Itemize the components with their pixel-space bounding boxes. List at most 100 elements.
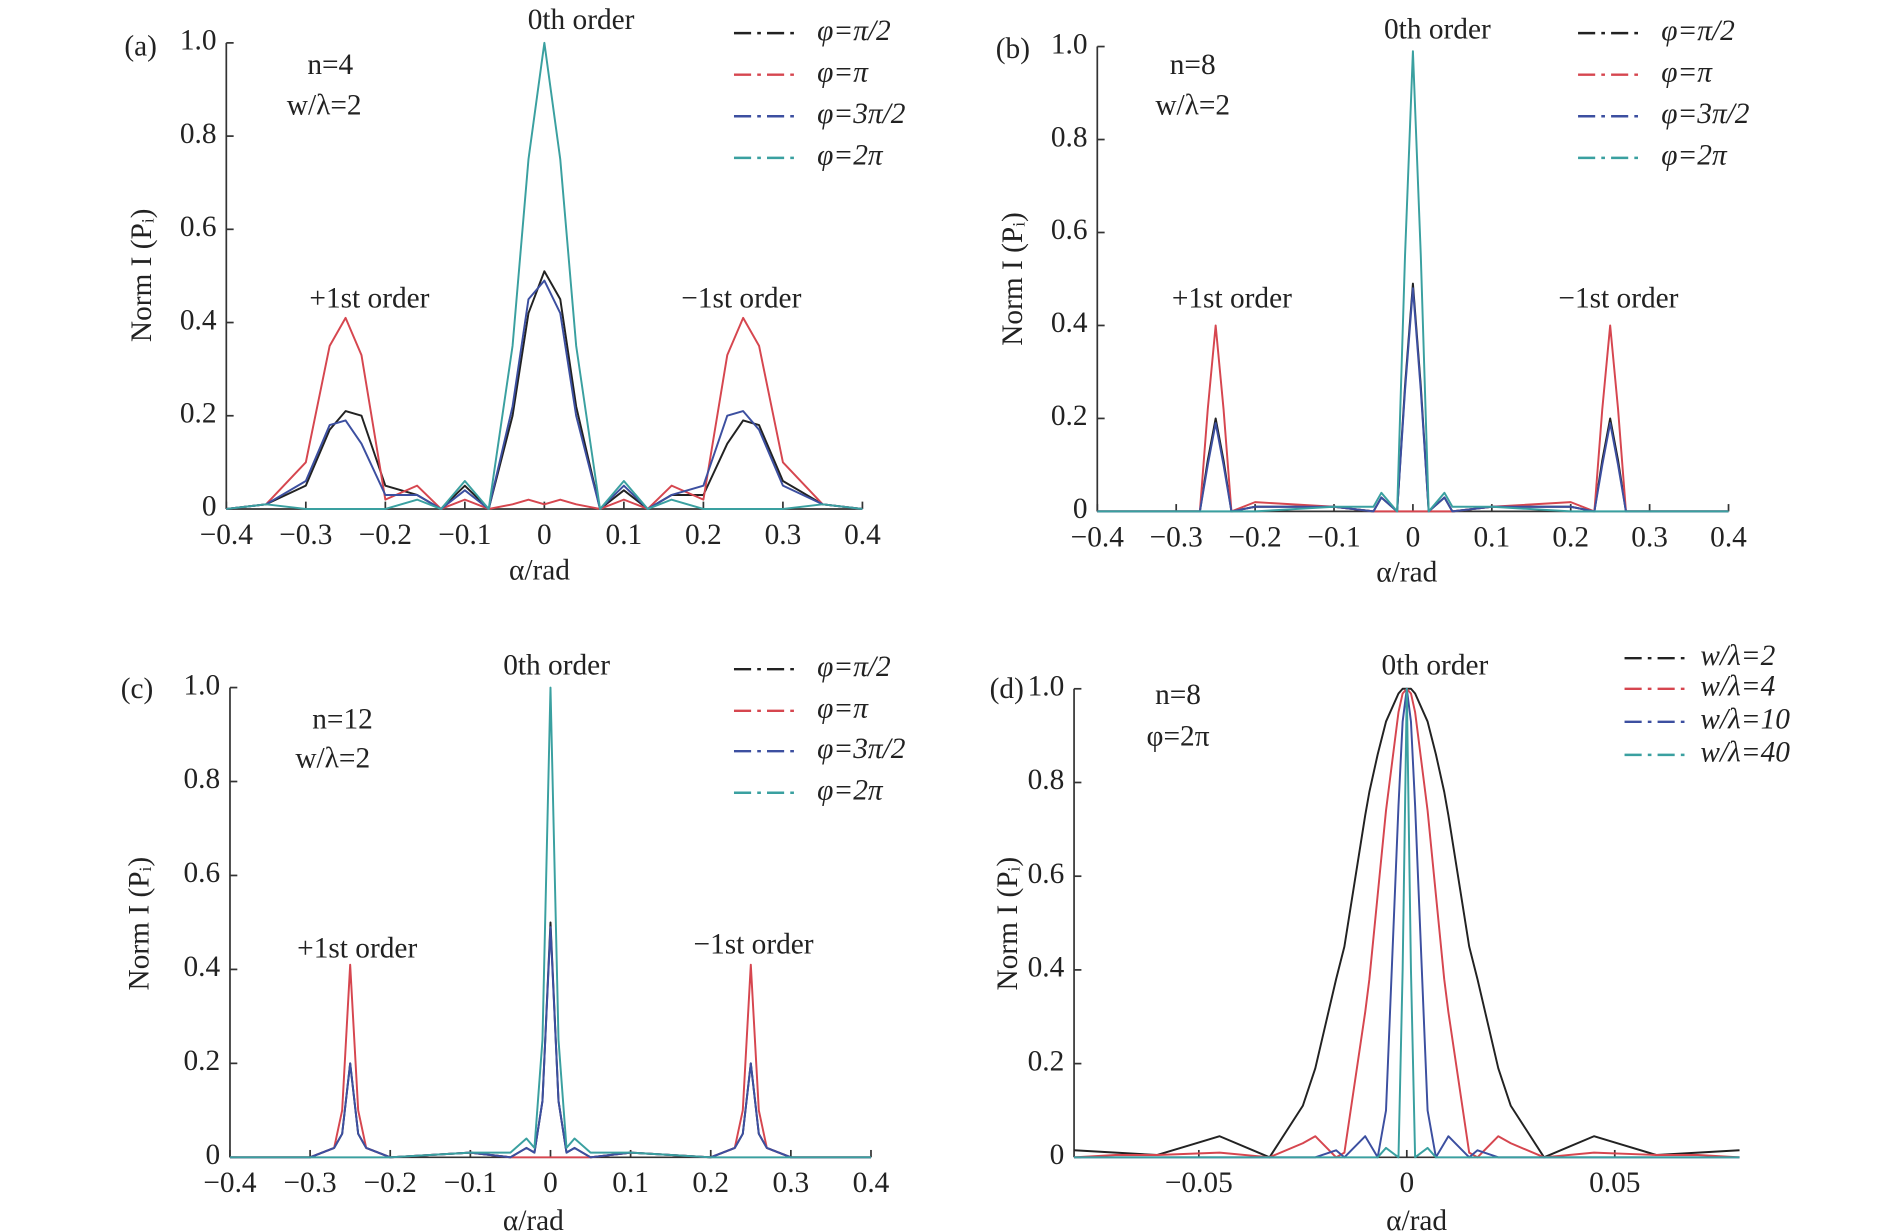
x-tick-label: 0.3 — [1631, 521, 1668, 553]
y-tick-label: 0.6 — [184, 857, 221, 889]
y-tick-label: 0.4 — [180, 304, 217, 336]
y-tick-label: 0.6 — [1028, 858, 1065, 890]
y-tick-label: 0.8 — [180, 118, 217, 150]
data-line — [1097, 50, 1729, 513]
y-axis-label: Norm I (Pᵢ) — [997, 212, 1029, 346]
y-tick-label: 0.2 — [1051, 400, 1088, 432]
x-tick-label: −0.3 — [1150, 521, 1203, 553]
annotation: w/λ=2 — [1155, 89, 1230, 121]
y-tick-label: 0.2 — [180, 397, 217, 429]
y-tick-label: 0.2 — [184, 1045, 221, 1077]
annotation: 0th order — [1384, 14, 1491, 46]
y-tick-label: 0.4 — [184, 951, 221, 983]
annotation: −1st order — [694, 929, 814, 961]
annotation: +1st order — [309, 283, 429, 315]
annotation: +1st order — [1172, 283, 1292, 315]
legend-label: φ=π/2 — [817, 15, 891, 47]
x-axis-label: α/rad — [1376, 557, 1437, 589]
x-tick-label: −0.1 — [438, 519, 491, 551]
y-tick-label: 0 — [1073, 493, 1088, 525]
annotation: 0th order — [503, 650, 610, 682]
data-line — [1097, 324, 1729, 513]
x-tick-label: −0.2 — [359, 519, 412, 551]
x-tick-label: 0.3 — [765, 519, 802, 551]
annotation: φ=2π — [1147, 721, 1210, 753]
x-tick-label: 0.1 — [1473, 521, 1510, 553]
annotation: +1st order — [297, 932, 417, 964]
data-line — [226, 270, 863, 510]
data-line — [229, 926, 871, 1159]
legend-label: φ=3π/2 — [817, 733, 906, 765]
x-tick-label: −0.1 — [444, 1167, 497, 1199]
y-tick-label: 0.6 — [1051, 214, 1088, 246]
y-axis-label: Norm I (Pᵢ) — [126, 209, 158, 343]
data-line — [1097, 287, 1729, 513]
x-axis-label: α/rad — [509, 554, 570, 586]
y-tick-label: 0 — [202, 491, 217, 523]
y-tick-label: 1.0 — [1028, 671, 1065, 703]
x-tick-label: 0.2 — [692, 1167, 729, 1199]
annotation: n=12 — [312, 704, 373, 736]
data-line — [226, 279, 863, 510]
data-line — [226, 316, 863, 510]
x-tick-label: 0.2 — [1552, 521, 1589, 553]
y-axis-label: Norm I (Pᵢ) — [124, 857, 156, 991]
y-tick-label: 0.8 — [184, 763, 221, 795]
legend-label: φ=π — [817, 693, 869, 725]
x-tick-label: 0.4 — [1710, 521, 1747, 553]
y-tick-label: 1.0 — [1051, 28, 1088, 60]
x-axis-label: α/rad — [1386, 1205, 1447, 1232]
legend-label: φ=3π/2 — [1661, 98, 1750, 130]
y-tick-label: 0.4 — [1028, 952, 1065, 984]
y-tick-label: 0 — [206, 1139, 221, 1171]
y-tick-label: 1.0 — [180, 25, 217, 57]
annotation: w/λ=2 — [287, 89, 362, 121]
x-tick-label: 0.05 — [1589, 1167, 1640, 1199]
data-line — [229, 686, 871, 1159]
y-tick-label: 1.0 — [184, 669, 221, 701]
annotation: n=8 — [1170, 49, 1216, 81]
x-tick-label: 0.4 — [844, 519, 881, 551]
annotation: 0th order — [1382, 650, 1489, 682]
x-tick-label: 0 — [543, 1167, 558, 1199]
x-tick-label: −0.2 — [364, 1167, 417, 1199]
x-tick-label: 0.4 — [853, 1167, 890, 1199]
y-tick-label: 0.6 — [180, 211, 217, 243]
annotation: −1st order — [681, 283, 801, 315]
y-tick-label: 0.4 — [1051, 307, 1088, 339]
data-line — [1074, 687, 1740, 1159]
annotation: (c) — [121, 673, 154, 705]
x-tick-label: −0.4 — [1071, 521, 1125, 553]
legend-label: φ=π — [817, 56, 869, 88]
legend-label: w/λ=40 — [1700, 737, 1790, 769]
panel: −0.4 −0.3 −0.2 −0.1 0 0.1 0.2 0.3 0.4 0 0.2 0.4 0.6 0… — [121, 650, 906, 1232]
legend-label: φ=2π — [1661, 140, 1728, 172]
x-tick-label: 0 — [1399, 1167, 1414, 1199]
legend-label: φ=2π — [817, 140, 884, 172]
y-tick-label: 0 — [1050, 1139, 1065, 1171]
x-tick-label: −0.05 — [1165, 1167, 1233, 1199]
data-line — [1097, 282, 1729, 513]
annotation: 0th order — [528, 4, 635, 36]
annotation: (a) — [124, 31, 157, 63]
x-tick-label: −0.4 — [203, 1167, 257, 1199]
x-tick-label: 0 — [1406, 521, 1421, 553]
legend-label: φ=π/2 — [1661, 15, 1735, 47]
annotation: (b) — [996, 33, 1030, 65]
y-axis-label: Norm I (Pᵢ) — [992, 857, 1024, 991]
y-tick-label: 0.8 — [1051, 121, 1088, 153]
x-tick-label: 0.1 — [606, 519, 643, 551]
annotation: w/λ=2 — [295, 743, 370, 775]
x-tick-label: −0.3 — [283, 1167, 336, 1199]
x-tick-label: 0.1 — [612, 1167, 649, 1199]
legend-label: w/λ=4 — [1700, 671, 1775, 703]
x-tick-label: 0.2 — [685, 519, 722, 551]
panel: −0.4 −0.3 −0.2 −0.1 0 0.1 0.2 0.3 0.4 0 0.2 0.4 0.6 0… — [996, 14, 1750, 589]
annotation: (d) — [990, 673, 1024, 705]
panel: −0.4 −0.3 −0.2 −0.1 0 0.1 0.2 0.3 0.4 0 0.2 0.4 0.6 0… — [124, 4, 905, 586]
annotation: n=4 — [307, 49, 353, 81]
y-tick-label: 0.2 — [1028, 1045, 1065, 1077]
data-line — [226, 41, 863, 510]
